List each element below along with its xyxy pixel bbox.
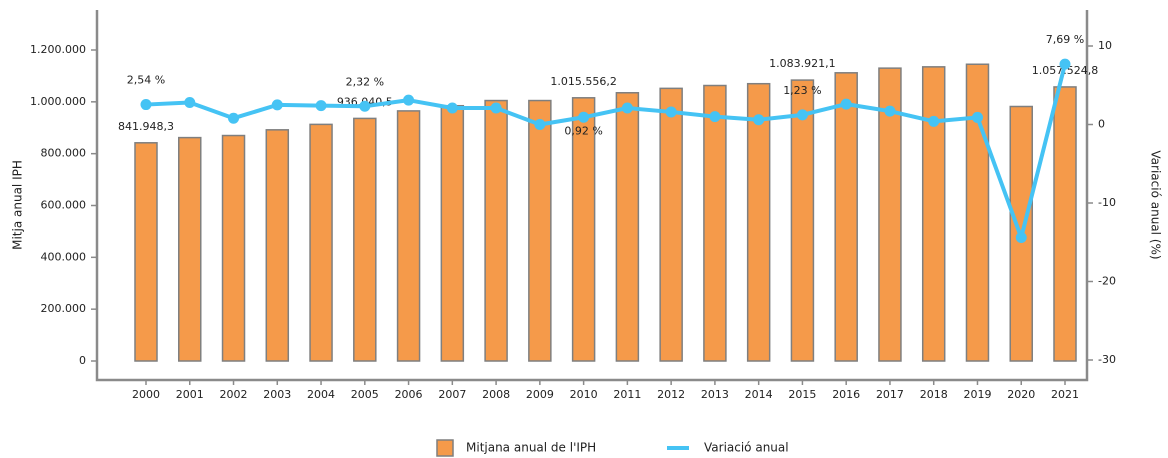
bar: [528, 99, 552, 362]
axis-frame: [95, 10, 1089, 382]
line-point: [578, 111, 590, 123]
legend-label: Mitjana anual de l'IPH: [466, 441, 596, 455]
y2-tick-label: 0: [1098, 118, 1105, 131]
x-tick-label: 2004: [307, 388, 335, 401]
x-tick-label: 2009: [526, 388, 554, 401]
bar: [659, 87, 683, 362]
x-tick-label: 2002: [220, 388, 248, 401]
x-tick-label: 2000: [132, 388, 160, 401]
bar: [440, 104, 465, 362]
y-tick-label: 1.000.000: [30, 95, 86, 108]
line-point: [621, 102, 633, 114]
bar: [309, 123, 333, 362]
y-tick-label: 200.000: [41, 302, 87, 315]
bar: [353, 117, 377, 362]
line-value-label: 2,32 %: [346, 75, 384, 88]
x-tick-label: 2003: [263, 388, 291, 401]
line-value-label: 7,69 %: [1046, 33, 1084, 46]
x-tick-label: 2007: [438, 388, 466, 401]
line-point: [403, 94, 415, 106]
y-tick-label: 800.000: [41, 147, 87, 160]
line-point: [534, 119, 546, 130]
y2-tick-label: 10: [1098, 39, 1112, 52]
bar: [965, 63, 990, 362]
line-point: [359, 100, 371, 112]
y-tick-label: 600.000: [41, 199, 87, 212]
bar: [571, 97, 596, 362]
x-tick-label: 2014: [745, 388, 773, 401]
line-point: [884, 105, 896, 117]
bar: [790, 79, 815, 362]
line: [145, 63, 1067, 240]
x-tick-label: 2008: [482, 388, 510, 401]
bar-value-label: 1.015.556,2: [550, 75, 616, 88]
bar: [178, 136, 202, 362]
y-axis-title: Mitja anual IPH: [11, 160, 25, 250]
x-tick-label: 2011: [613, 388, 641, 401]
line-point: [1059, 58, 1071, 70]
line-point: [840, 98, 852, 110]
line-value-label: 0,92 %: [564, 124, 602, 137]
y2-tick-label: -30: [1098, 353, 1116, 366]
x-tick-label: 2015: [788, 388, 816, 401]
bar: [878, 67, 902, 362]
y-tick-label: 0: [79, 354, 86, 367]
line-value-label: 1,23 %: [783, 84, 821, 97]
y2-tick-label: -20: [1098, 275, 1116, 288]
y2-axis-title: Variació anual (%): [1149, 150, 1163, 259]
line-point: [796, 109, 808, 121]
x-tick-label: 2005: [351, 388, 379, 401]
bar: [703, 84, 727, 362]
bar-value-label: 1.083.921,1: [769, 57, 835, 70]
bar: [396, 110, 421, 362]
line-point: [1015, 232, 1027, 244]
legend-swatch: [436, 439, 454, 457]
line-point: [753, 114, 765, 126]
x-tick-label: 2013: [701, 388, 729, 401]
x-tick-label: 2020: [1007, 388, 1035, 401]
legend-label: Variació anual: [704, 441, 789, 455]
x-tick-label: 2018: [920, 388, 948, 401]
line-point: [140, 99, 152, 111]
y2-tick-label: -10: [1098, 196, 1116, 209]
line-point: [271, 99, 283, 111]
x-tick-label: 2019: [963, 388, 991, 401]
x-tick-label: 2010: [570, 388, 598, 401]
line-point: [971, 111, 983, 123]
line-point: [315, 100, 327, 112]
bar-value-label: 841.948,3: [118, 120, 174, 133]
bar: [615, 92, 640, 362]
line-point: [446, 102, 458, 114]
line-point: [184, 97, 196, 109]
line-point: [665, 106, 677, 118]
y-tick-label: 1.200.000: [30, 43, 86, 56]
bar: [746, 82, 771, 362]
bar: [134, 142, 158, 362]
x-tick-label: 2017: [876, 388, 904, 401]
y-tick-label: 400.000: [41, 250, 87, 263]
bar: [221, 134, 246, 362]
line-value-label: 2,54 %: [127, 74, 165, 87]
bar: [1053, 86, 1077, 362]
line-point: [228, 112, 240, 124]
bar: [265, 129, 290, 362]
line-point: [709, 111, 721, 123]
x-tick-label: 2021: [1051, 388, 1079, 401]
bar: [921, 66, 946, 362]
x-tick-label: 2016: [832, 388, 860, 401]
bar: [484, 99, 508, 362]
line-point: [928, 115, 940, 127]
x-tick-label: 2006: [395, 388, 423, 401]
x-tick-label: 2012: [657, 388, 685, 401]
line-point: [490, 102, 502, 114]
x-tick-label: 2001: [176, 388, 204, 401]
bar: [834, 72, 858, 362]
